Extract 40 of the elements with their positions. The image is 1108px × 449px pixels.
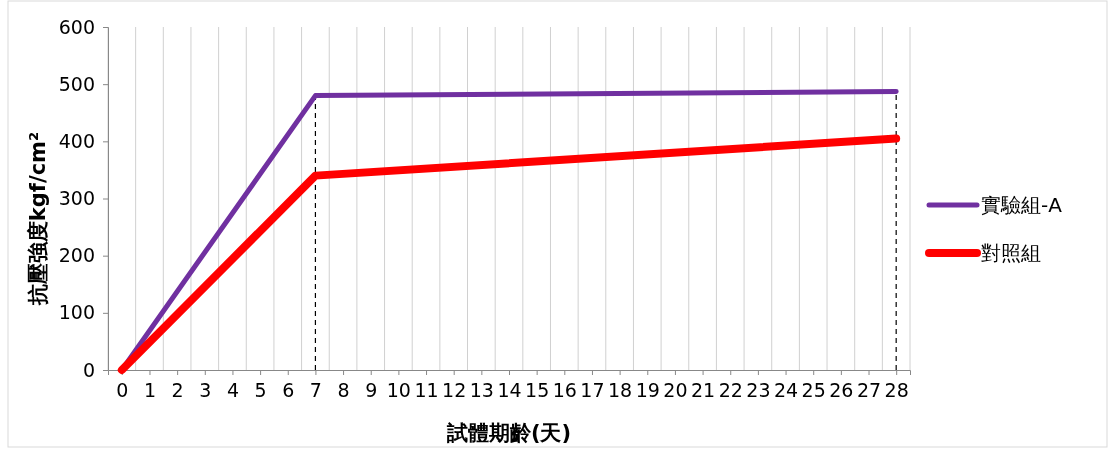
x-tick-label: 3 (199, 379, 212, 402)
x-tick-label: 10 (386, 379, 411, 402)
y-tick-label: 500 (58, 72, 95, 95)
x-tick-label: 5 (254, 379, 267, 402)
x-tick-label: 13 (469, 379, 494, 402)
x-tick-label: 0 (116, 379, 129, 402)
x-tick-label: 21 (690, 379, 716, 402)
x-tick-label: 9 (365, 379, 378, 402)
x-tick-label: 24 (773, 379, 799, 402)
y-tick-label: 100 (58, 301, 95, 324)
x-tick-label: 15 (525, 379, 550, 402)
y-axis-title: 抗壓強度kgf/cm² (26, 131, 50, 307)
y-tick-label: 400 (58, 129, 95, 152)
x-tick-label: 7 (309, 379, 322, 402)
x-tick-label: 22 (718, 379, 743, 402)
y-tick-label: 0 (82, 358, 95, 381)
x-tick-label: 18 (608, 379, 633, 402)
x-tick-label: 27 (856, 379, 882, 402)
y-tick-label: 600 (58, 15, 95, 38)
x-tick-label: 12 (442, 379, 467, 402)
x-tick-label: 14 (497, 379, 522, 402)
x-tick-label: 1 (143, 379, 157, 402)
x-tick-label: 11 (414, 379, 439, 402)
y-tick-label: 200 (58, 244, 95, 267)
x-tick-label: 28 (884, 379, 909, 402)
x-tick-label: 6 (282, 379, 295, 402)
x-axis-title: 試體期齡(天) (445, 421, 572, 445)
x-tick-label: 23 (746, 379, 771, 402)
x-tick-label: 8 (337, 379, 350, 402)
x-tick-label: 26 (829, 379, 854, 402)
x-tick-label: 25 (801, 379, 826, 402)
x-tick-label: 2 (171, 379, 184, 402)
legend-label: 對照組 (981, 241, 1041, 265)
x-tick-label: 17 (580, 379, 605, 402)
x-tick-label: 4 (226, 379, 239, 402)
y-tick-label: 300 (58, 187, 95, 210)
legend-label: 實驗組-A (981, 193, 1063, 217)
x-tick-label: 16 (552, 379, 577, 402)
x-tick-label: 20 (663, 379, 688, 402)
x-tick-label: 19 (635, 379, 660, 402)
